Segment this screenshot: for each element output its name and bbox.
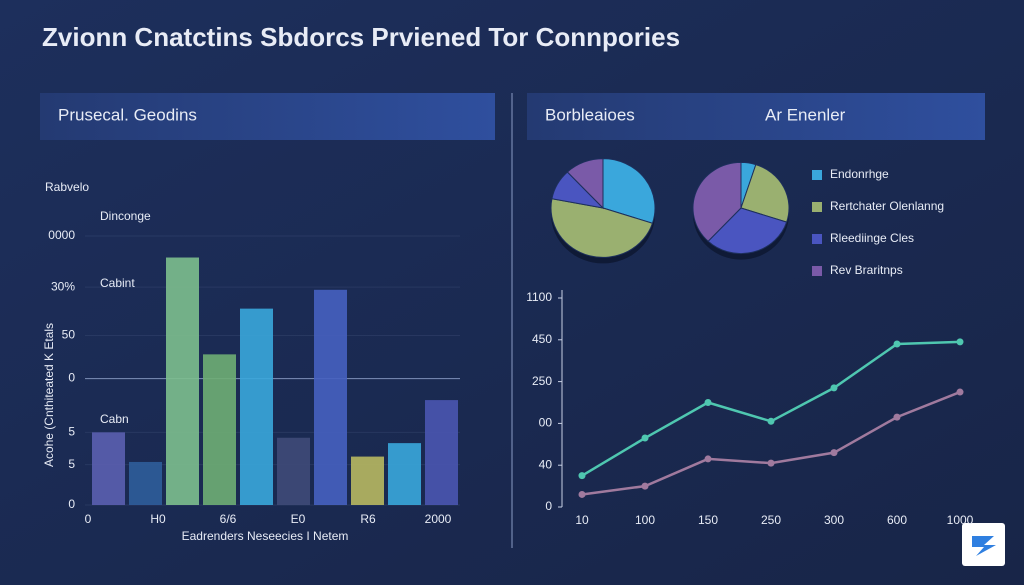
y-tick-label: 40 bbox=[539, 457, 553, 471]
logo-icon bbox=[972, 536, 996, 556]
y-tick-label: 250 bbox=[532, 374, 552, 388]
y-tick-label: 30% bbox=[51, 279, 75, 293]
panel-subtitle: Ar Enenler bbox=[765, 105, 846, 124]
y-tick-label: 0000 bbox=[48, 228, 75, 242]
point bbox=[641, 434, 649, 442]
point bbox=[956, 338, 964, 346]
x-tick-label: 600 bbox=[887, 513, 907, 527]
point bbox=[830, 449, 838, 457]
point bbox=[641, 482, 649, 490]
point bbox=[956, 388, 964, 396]
y-tick-label: 5 bbox=[68, 425, 75, 439]
annotation: Rabvelo bbox=[45, 180, 89, 194]
x-tick-label: 1000 bbox=[947, 513, 974, 527]
legend-swatch bbox=[812, 234, 822, 244]
legend-label: Rertchater Olenlanng bbox=[830, 199, 944, 213]
legend-label: Rleediinge Cles bbox=[830, 231, 914, 245]
pie-slice bbox=[707, 207, 788, 255]
bar bbox=[314, 289, 347, 505]
y-tick-label: 50 bbox=[62, 328, 76, 342]
pie-slice bbox=[566, 158, 604, 210]
point bbox=[767, 417, 775, 425]
point bbox=[704, 399, 712, 406]
y-tick-label: 5 bbox=[68, 457, 75, 471]
pie-slice bbox=[602, 158, 656, 224]
y-tick-label: 00 bbox=[539, 416, 553, 430]
pie-slice bbox=[740, 164, 790, 223]
bar bbox=[92, 432, 125, 505]
bar bbox=[425, 400, 458, 505]
annotation: Cabint bbox=[100, 276, 135, 290]
x-tick-label: 150 bbox=[698, 513, 718, 527]
x-tick-label: 0 bbox=[85, 512, 92, 526]
point bbox=[578, 472, 586, 480]
legend-label: Rev Braritnps bbox=[830, 263, 903, 277]
x-tick-label: 2000 bbox=[425, 512, 452, 526]
pie-slice bbox=[550, 198, 654, 258]
bar bbox=[129, 461, 162, 505]
point bbox=[830, 384, 838, 392]
annotation: Dinconge bbox=[100, 209, 151, 223]
panel-title: Prusecal. Geodins bbox=[58, 105, 197, 124]
point bbox=[893, 413, 901, 421]
bar bbox=[166, 257, 199, 505]
x-tick-label: 6/6 bbox=[220, 512, 237, 526]
x-tick-label: H0 bbox=[150, 512, 166, 526]
point bbox=[578, 490, 586, 498]
legend-swatch bbox=[812, 266, 822, 276]
panel-title: Borbleaioes bbox=[545, 105, 635, 124]
x-tick-label: 10 bbox=[575, 513, 589, 527]
bar bbox=[351, 456, 384, 505]
page-title: Zvionn Cnatctins Sbdorcs Prviened Tor Co… bbox=[42, 22, 680, 52]
x-tick-label: E0 bbox=[291, 512, 306, 526]
point bbox=[704, 455, 712, 463]
legend-swatch bbox=[812, 170, 822, 180]
legend-label: Endonrhge bbox=[830, 167, 889, 181]
bar bbox=[203, 354, 236, 505]
bar bbox=[240, 308, 273, 505]
y-tick-label: 0 bbox=[545, 499, 552, 513]
bar bbox=[388, 443, 421, 505]
annotation: Cabn bbox=[100, 412, 129, 426]
x-tick-label: 100 bbox=[635, 513, 655, 527]
panel-header bbox=[40, 93, 495, 140]
x-axis-label: Eadrenders Neseecies I Netem bbox=[182, 529, 349, 543]
y-tick-label: 0 bbox=[68, 497, 75, 511]
point bbox=[767, 459, 775, 467]
point bbox=[893, 340, 901, 348]
panel-header bbox=[527, 93, 985, 140]
x-tick-label: 300 bbox=[824, 513, 844, 527]
x-tick-label: 250 bbox=[761, 513, 781, 527]
x-tick-label: R6 bbox=[360, 512, 376, 526]
bar bbox=[277, 437, 310, 505]
y-tick-label: 0 bbox=[68, 371, 75, 385]
legend-swatch bbox=[812, 202, 822, 212]
y-tick-label: 1100 bbox=[526, 290, 552, 304]
y-axis-label: Acohe (Cnthiteated K Etals bbox=[42, 323, 56, 467]
pie-slice bbox=[692, 161, 742, 242]
y-tick-label: 450 bbox=[532, 332, 552, 346]
